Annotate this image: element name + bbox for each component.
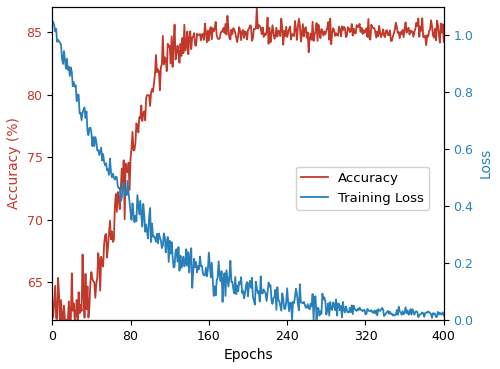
Training Loss bbox=[264, 299, 270, 303]
Training Loss bbox=[246, 282, 252, 286]
Training Loss bbox=[289, 318, 295, 322]
Accuracy bbox=[101, 242, 107, 247]
Training Loss bbox=[337, 308, 343, 313]
Training Loss bbox=[190, 270, 196, 274]
Y-axis label: Loss: Loss bbox=[479, 148, 493, 179]
Training Loss bbox=[49, 20, 55, 24]
Accuracy bbox=[441, 40, 447, 44]
Accuracy bbox=[266, 42, 272, 46]
Accuracy bbox=[191, 31, 197, 35]
Line: Accuracy: Accuracy bbox=[52, 8, 444, 320]
Accuracy bbox=[49, 304, 55, 308]
Accuracy bbox=[338, 34, 344, 38]
Accuracy bbox=[247, 23, 253, 28]
Y-axis label: Accuracy (%): Accuracy (%) bbox=[7, 117, 21, 209]
Accuracy bbox=[57, 318, 63, 322]
Accuracy bbox=[301, 34, 307, 39]
X-axis label: Epochs: Epochs bbox=[223, 348, 273, 362]
Training Loss bbox=[441, 313, 447, 318]
Training Loss bbox=[300, 301, 306, 306]
Accuracy bbox=[254, 6, 260, 10]
Line: Training Loss: Training Loss bbox=[52, 22, 444, 320]
Training Loss bbox=[100, 152, 106, 156]
Legend: Accuracy, Training Loss: Accuracy, Training Loss bbox=[296, 167, 430, 210]
